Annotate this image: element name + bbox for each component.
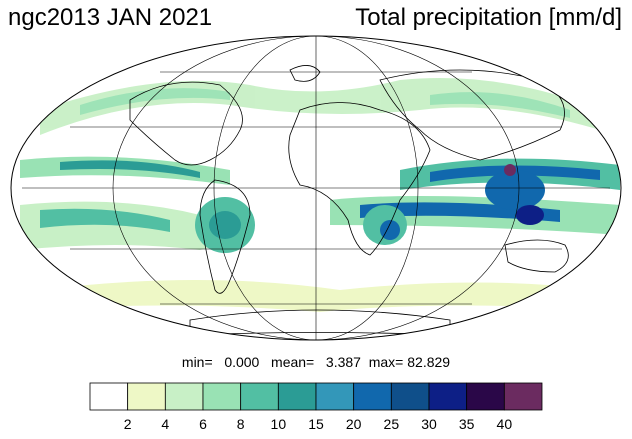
colorbar-segment: [127, 382, 166, 411]
colorbar-tick-label: 6: [199, 416, 207, 432]
colorbar-tick-label: 25: [384, 416, 400, 432]
colorbar-segment: [390, 382, 430, 411]
colorbar-segment: [240, 382, 279, 411]
variable-title: Total precipitation [mm/d]: [355, 4, 622, 31]
colorbar-tick-label: 8: [237, 416, 245, 432]
colorbar-segment: [202, 382, 242, 411]
colorbar-segment: [428, 382, 468, 411]
colorbar-segment: [89, 382, 129, 411]
colorbar-segment: [164, 382, 204, 411]
max-value: 82.829: [407, 354, 451, 370]
colorbar-tick-label: 4: [161, 416, 169, 432]
precip-spot-africa: [363, 205, 407, 245]
mean-label: mean=: [271, 354, 315, 370]
colorbar-segment: [466, 382, 505, 411]
min-value: 0.000: [224, 354, 260, 370]
statistics-line: min= 0.000 mean= 3.387 max= 82.829: [0, 354, 632, 370]
coastlines: [129, 65, 569, 336]
precip-band-northern-storm-track: [40, 78, 600, 135]
colorbar-segment: [503, 382, 543, 411]
colorbar-tick-label: 35: [459, 416, 475, 432]
colorbar-tick-label: 2: [124, 416, 132, 432]
precip-spot-amazon: [195, 197, 255, 253]
colorbar-tick-label: 20: [346, 416, 362, 432]
map-title: ngc2013 JAN 2021: [8, 4, 213, 31]
precipitation-map: [10, 35, 622, 341]
colorbar-segment: [315, 382, 355, 411]
colorbar-tick-label: 30: [421, 416, 437, 432]
colorbar-tick-label: 40: [497, 416, 513, 432]
colorbar-tick-label: 10: [271, 416, 287, 432]
max-label: max=: [368, 354, 404, 370]
colorbar-segment: [353, 382, 392, 411]
colorbar-segment: [277, 382, 317, 411]
precip-spot-maritime-continent: [485, 164, 545, 225]
min-label: min=: [181, 354, 213, 370]
colorbar-tick-label: 15: [308, 416, 324, 432]
mean-value: 3.387: [325, 354, 361, 370]
map-border: [10, 35, 622, 341]
